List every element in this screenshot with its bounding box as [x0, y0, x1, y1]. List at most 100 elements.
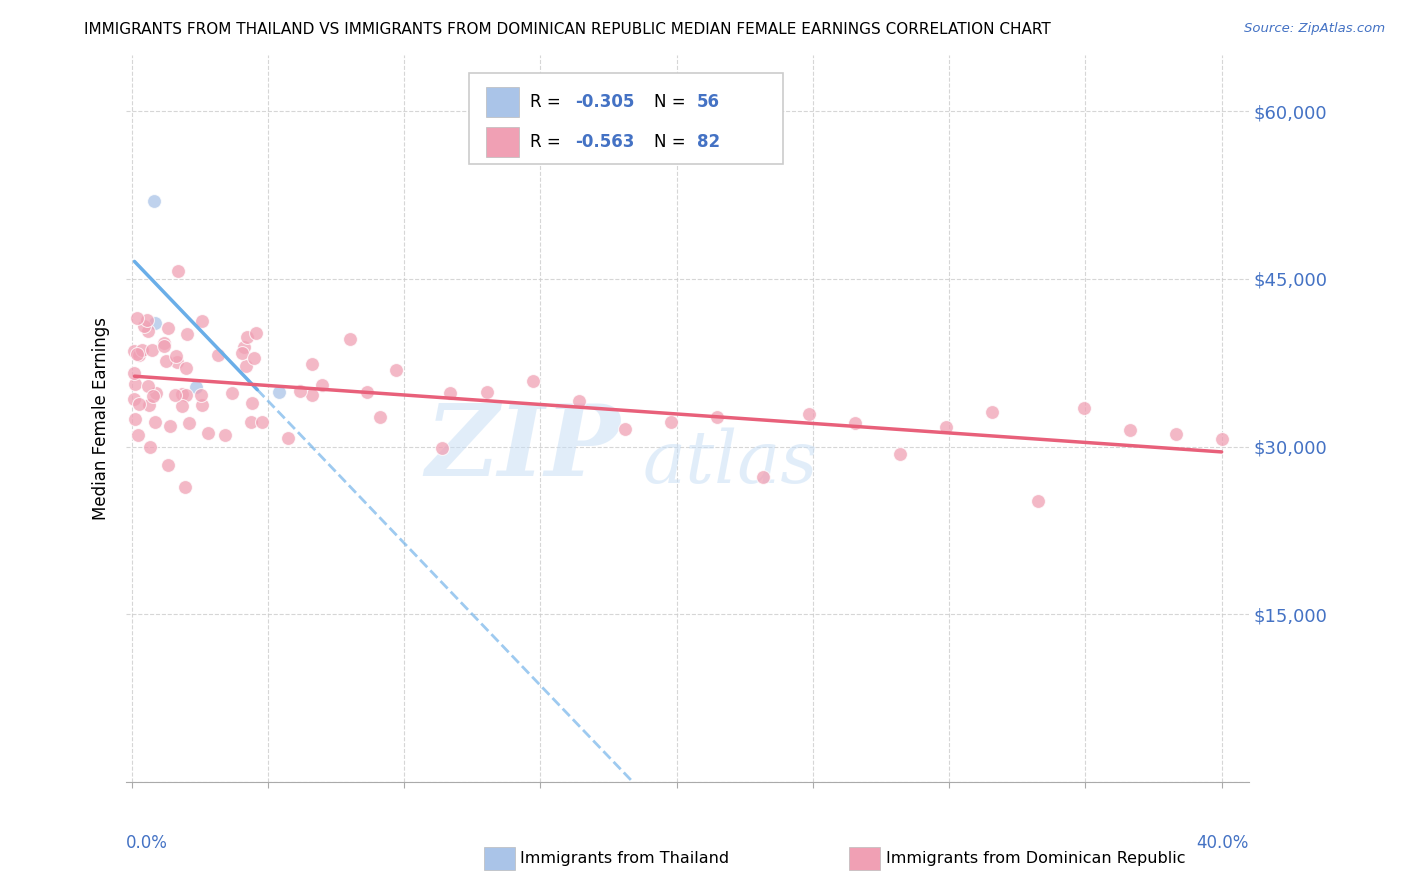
- Text: Immigrants from Dominican Republic: Immigrants from Dominican Republic: [886, 851, 1185, 865]
- Point: [153, 335, 176, 350]
- Point: [139, 440, 162, 454]
- Point: [124, 412, 146, 426]
- Point: [153, 339, 176, 353]
- Point: [301, 387, 323, 401]
- Point: [124, 344, 146, 359]
- Point: [156, 458, 179, 472]
- Point: [207, 348, 229, 362]
- Point: [384, 363, 406, 377]
- Point: [339, 332, 361, 346]
- Point: [127, 310, 149, 325]
- Point: [128, 348, 150, 362]
- Point: [174, 480, 197, 494]
- Text: N =: N =: [654, 93, 690, 111]
- Point: [186, 380, 208, 394]
- Point: [172, 387, 194, 401]
- Point: [1119, 423, 1142, 437]
- Point: [245, 326, 267, 340]
- Point: [214, 428, 236, 442]
- Text: IMMIGRANTS FROM THAILAND VS IMMIGRANTS FROM DOMINICAN REPUBLIC MEDIAN FEMALE EAR: IMMIGRANTS FROM THAILAND VS IMMIGRANTS F…: [84, 22, 1052, 37]
- Point: [124, 377, 146, 392]
- Text: N =: N =: [654, 133, 690, 151]
- Text: 82: 82: [696, 133, 720, 151]
- Point: [706, 410, 728, 425]
- Text: Source: ZipAtlas.com: Source: ZipAtlas.com: [1244, 22, 1385, 36]
- Point: [1164, 427, 1187, 442]
- Point: [166, 355, 188, 369]
- Bar: [485, 127, 519, 158]
- Text: R =: R =: [530, 133, 567, 151]
- Point: [127, 347, 149, 361]
- Point: [430, 441, 453, 455]
- Point: [233, 340, 256, 354]
- Point: [235, 359, 257, 373]
- Point: [159, 418, 181, 433]
- Point: [136, 379, 159, 393]
- Text: R =: R =: [530, 93, 567, 111]
- Point: [127, 427, 149, 442]
- Text: 56: 56: [696, 93, 720, 111]
- Point: [165, 349, 187, 363]
- Point: [190, 314, 212, 328]
- Point: [301, 357, 323, 371]
- Point: [124, 366, 146, 380]
- Point: [269, 384, 291, 399]
- Point: [236, 329, 259, 343]
- Point: [1211, 432, 1233, 446]
- Point: [288, 384, 311, 398]
- Point: [167, 264, 190, 278]
- Text: -0.305: -0.305: [575, 93, 634, 111]
- Point: [191, 398, 214, 412]
- Point: [981, 405, 1004, 419]
- Point: [177, 416, 200, 430]
- Point: [136, 324, 159, 338]
- Point: [243, 351, 266, 365]
- Point: [134, 318, 156, 333]
- Point: [439, 386, 461, 401]
- Point: [172, 400, 194, 414]
- Point: [277, 431, 299, 445]
- Point: [477, 385, 499, 400]
- Text: 0.0%: 0.0%: [127, 834, 169, 852]
- Point: [751, 469, 773, 483]
- Point: [197, 426, 219, 441]
- Point: [250, 415, 273, 429]
- Point: [221, 385, 243, 400]
- Point: [176, 388, 198, 402]
- Point: [659, 415, 682, 429]
- Point: [1026, 494, 1049, 508]
- Text: atlas: atlas: [643, 427, 818, 498]
- Point: [124, 392, 146, 407]
- Point: [155, 353, 177, 368]
- Point: [240, 395, 263, 409]
- Point: [143, 415, 166, 429]
- Point: [844, 416, 866, 430]
- Point: [142, 194, 165, 208]
- Point: [311, 378, 333, 392]
- Point: [522, 374, 544, 388]
- Point: [368, 409, 391, 424]
- Point: [145, 385, 167, 400]
- Point: [141, 343, 163, 357]
- Point: [797, 407, 820, 421]
- Text: -0.563: -0.563: [575, 133, 634, 151]
- Point: [889, 447, 911, 461]
- Point: [131, 343, 153, 358]
- Point: [136, 313, 159, 327]
- Point: [138, 398, 160, 412]
- Point: [356, 384, 378, 399]
- Text: Immigrants from Thailand: Immigrants from Thailand: [520, 851, 730, 865]
- Point: [1073, 401, 1095, 415]
- Point: [935, 420, 957, 434]
- Point: [142, 388, 165, 402]
- Point: [163, 388, 186, 402]
- Point: [156, 320, 179, 334]
- Point: [239, 415, 262, 429]
- Point: [568, 394, 591, 409]
- Y-axis label: Median Female Earnings: Median Female Earnings: [93, 318, 110, 520]
- Text: ZIP: ZIP: [425, 400, 620, 496]
- Point: [174, 360, 197, 375]
- Bar: [485, 87, 519, 118]
- Text: 40.0%: 40.0%: [1197, 834, 1249, 852]
- Point: [614, 421, 637, 435]
